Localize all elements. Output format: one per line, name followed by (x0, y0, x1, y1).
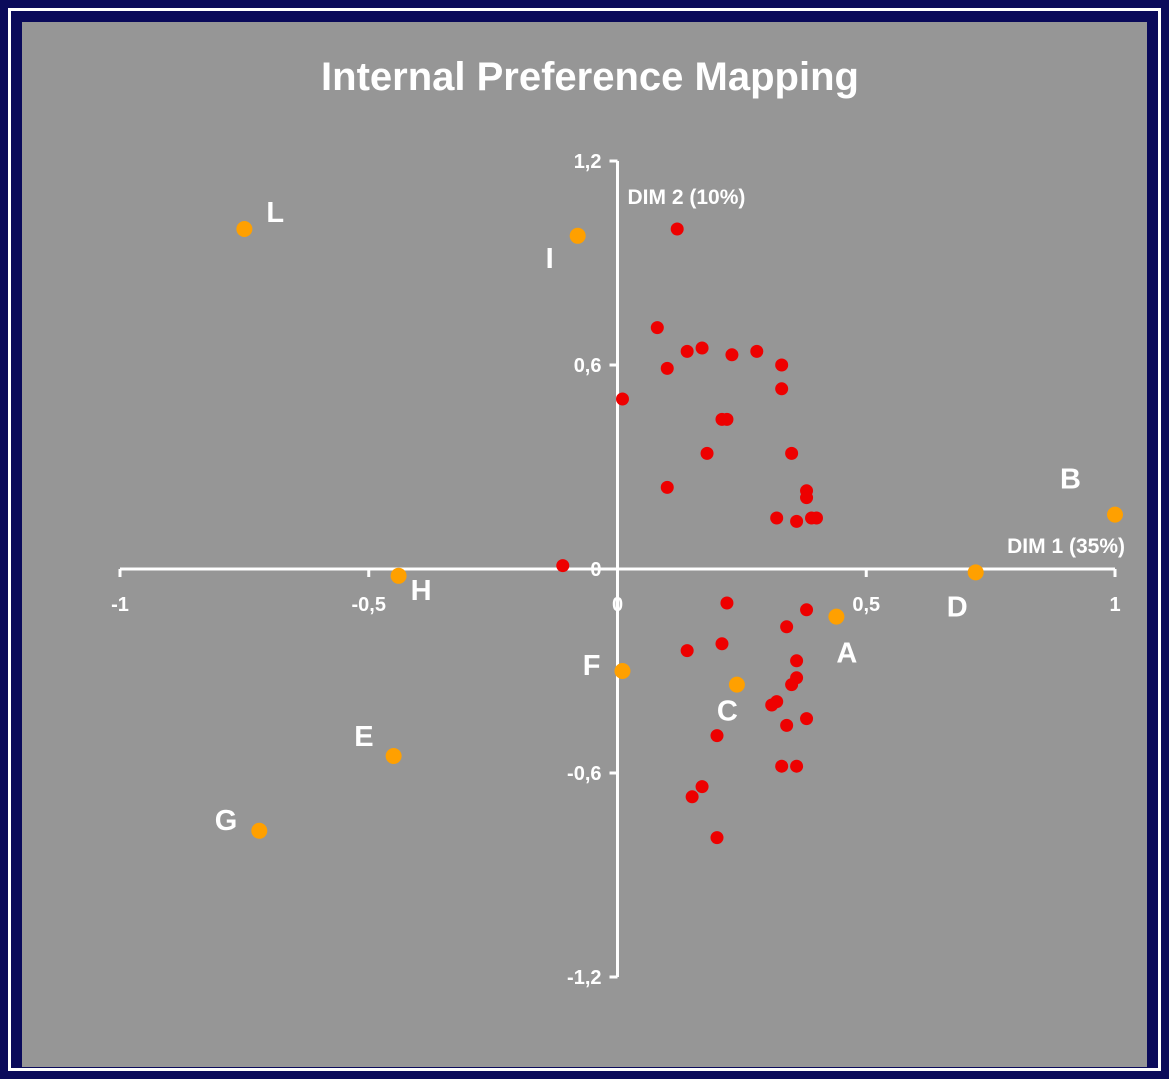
product-point-i (569, 227, 586, 244)
consumer-point (615, 392, 629, 406)
product-label-i: I (546, 243, 554, 275)
consumer-point (685, 790, 699, 804)
consumer-point (790, 759, 804, 773)
product-point-d (967, 564, 984, 581)
product-label-h: H (411, 575, 432, 607)
consumer-point (720, 412, 734, 426)
consumer-point (650, 321, 664, 335)
consumer-point (790, 654, 804, 668)
product-point-e (385, 748, 402, 764)
consumer-point (660, 361, 674, 375)
consumer-point (670, 222, 684, 236)
consumer-point (800, 491, 814, 505)
consumer-point (715, 637, 729, 651)
consumer-point (680, 344, 694, 358)
consumer-point (770, 695, 784, 709)
x-tick-label: -0,5 (352, 594, 386, 616)
product-point-h (390, 567, 407, 584)
consumer-point (750, 344, 764, 358)
product-label-g: G (215, 805, 238, 837)
y-tick-label: -0,6 (567, 763, 601, 785)
product-label-e: E (354, 721, 373, 753)
product-point-a (828, 608, 845, 625)
product-point-b (1107, 506, 1123, 523)
chart-title: Internal Preference Mapping (321, 55, 859, 99)
product-label-b: B (1060, 464, 1081, 496)
y-tick-label: -1,2 (567, 967, 601, 989)
consumer-point (695, 341, 709, 355)
consumer-point (780, 718, 794, 732)
consumer-point (695, 780, 709, 794)
product-point-l (236, 221, 253, 237)
consumer-point (800, 712, 814, 726)
consumer-point (775, 759, 789, 773)
consumer-point (660, 480, 674, 494)
product-point-g (251, 822, 268, 839)
x-tick-label: -1 (111, 594, 129, 616)
y-tick-label: 1,2 (574, 151, 602, 173)
product-label-l: L (266, 197, 284, 229)
consumer-point (556, 559, 570, 573)
y-tick-label: 0 (590, 559, 601, 581)
product-point-c (728, 676, 745, 693)
consumer-points (556, 222, 823, 845)
product-label-f: F (583, 650, 601, 682)
product-point-f (614, 663, 631, 679)
x-tick-label: 0,5 (852, 594, 880, 616)
consumer-point (680, 644, 694, 658)
product-label-c: C (717, 696, 738, 728)
product-label-a: A (836, 638, 857, 670)
product-label-d: D (947, 591, 968, 623)
consumer-point (800, 603, 814, 617)
consumer-point (710, 831, 724, 845)
consumer-point (725, 348, 739, 362)
product-points: L I B D H A F C E G (215, 197, 1123, 839)
x-tick-label: 1 (1109, 594, 1120, 616)
consumer-point (790, 514, 804, 528)
consumer-point (780, 620, 794, 634)
consumer-point (770, 511, 784, 525)
consumer-point (775, 382, 789, 396)
x-axis-title: DIM 1 (35%) (1007, 535, 1125, 558)
plot-area (22, 22, 1147, 1067)
y-tick-label: 0,6 (574, 355, 602, 377)
consumer-point (785, 446, 799, 460)
consumer-point (810, 511, 823, 525)
consumer-point (720, 596, 734, 610)
x-tick-label: 0 (612, 594, 623, 616)
consumer-point (700, 446, 714, 460)
consumer-point (710, 729, 724, 743)
consumer-point (775, 358, 789, 372)
axes: -1 -0,5 0 0,5 1 1,2 0,6 0 -0,6 -1,2 DIM 1 (35%) DIM… (111, 151, 1125, 989)
consumer-point (785, 678, 799, 692)
y-axis-title: DIM 2 (10%) (628, 186, 746, 209)
